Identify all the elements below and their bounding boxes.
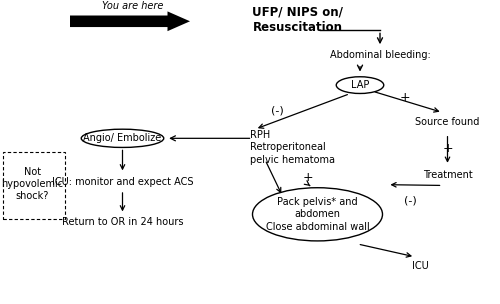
- Text: Angio/ Embolize: Angio/ Embolize: [84, 133, 162, 143]
- Polygon shape: [70, 11, 190, 31]
- Text: UFP/ NIPS on/
Resuscitation: UFP/ NIPS on/ Resuscitation: [252, 6, 344, 34]
- Text: +: +: [302, 171, 313, 184]
- Text: Not
hypovolemic
shock?: Not hypovolemic shock?: [2, 167, 64, 201]
- Text: ICU: monitor and expect ACS: ICU: monitor and expect ACS: [52, 178, 193, 187]
- Text: (-): (-): [271, 106, 284, 116]
- Text: +: +: [442, 143, 453, 155]
- Text: Return to OR in 24 hours: Return to OR in 24 hours: [62, 217, 183, 227]
- Text: RPH
Retroperitoneal
pelvic hematoma: RPH Retroperitoneal pelvic hematoma: [250, 130, 335, 165]
- Text: Source found: Source found: [416, 117, 480, 126]
- Text: ICU: ICU: [412, 261, 428, 271]
- Text: LAP: LAP: [351, 80, 369, 90]
- Text: Abdominal bleeding:: Abdominal bleeding:: [330, 50, 430, 60]
- Text: Pack pelvis* and
abdomen
Close abdominal wall: Pack pelvis* and abdomen Close abdominal…: [266, 197, 370, 232]
- Text: You are here: You are here: [102, 1, 163, 11]
- Text: (-): (-): [404, 196, 416, 206]
- Text: +: +: [400, 91, 410, 104]
- Text: Treatment: Treatment: [422, 170, 472, 180]
